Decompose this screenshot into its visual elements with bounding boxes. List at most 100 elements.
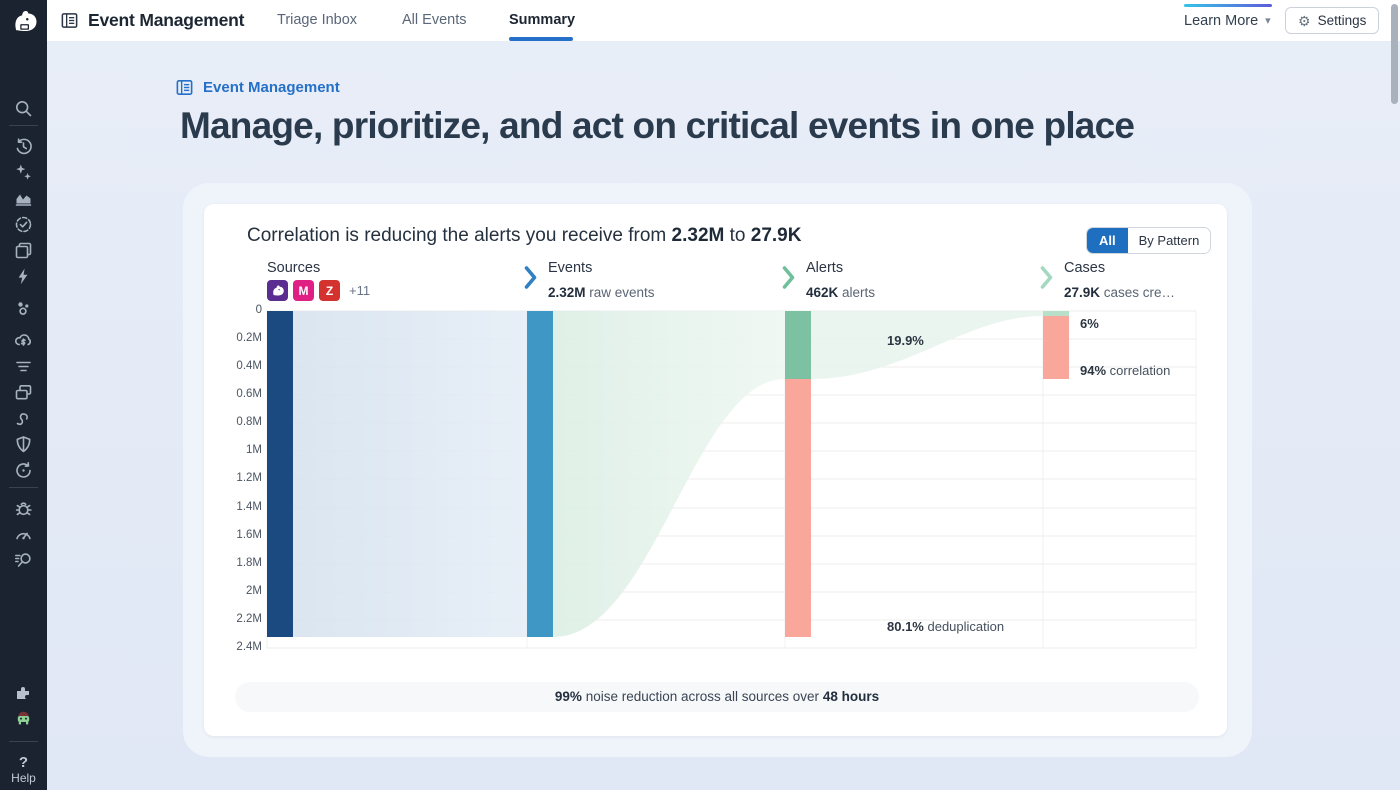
card-title: Correlation is reducing the alerts you r…	[247, 225, 801, 247]
sidebar-item-insights[interactable]	[0, 161, 47, 183]
y-axis-tick: 0.8M	[236, 416, 262, 428]
alerts-dedup-segment	[785, 379, 811, 637]
top-bar: Event Management Triage Inbox All Events…	[0, 0, 1400, 41]
flow-events-to-alerts	[553, 311, 785, 637]
sidebar-item-traces[interactable]	[0, 407, 47, 429]
learn-more-button[interactable]: Learn More ▾	[1184, 0, 1271, 41]
sidebar-item-log-search[interactable]	[0, 549, 47, 571]
column-alerts-value: 462K alerts	[806, 285, 875, 300]
app-title: Event Management	[88, 10, 245, 30]
lightning-icon	[18, 268, 28, 284]
layers-icon	[15, 242, 32, 258]
column-alerts-label: Alerts	[806, 260, 844, 276]
sidebar-item-performance[interactable]	[0, 523, 47, 545]
annotation-correlation: 94% correlation	[1080, 363, 1171, 378]
invader-icon	[17, 711, 30, 724]
column-sources-label: Sources	[267, 260, 321, 276]
view-toggle: All By Pattern	[1086, 227, 1212, 254]
alerts-suffix: alerts	[838, 285, 876, 300]
tab-triage-inbox[interactable]: Triage Inbox	[277, 12, 358, 28]
sidebar-item-slo[interactable]	[0, 213, 47, 235]
learn-more-gradient-line	[1184, 4, 1272, 7]
datadog-icon	[267, 280, 288, 301]
sidebar-item-watchdog[interactable]	[0, 297, 47, 319]
events-bar	[527, 311, 553, 637]
active-tab-underline	[509, 37, 573, 41]
column-cases-label: Cases	[1064, 260, 1106, 276]
sparkles-icon	[16, 164, 31, 180]
link-curve-icon	[16, 412, 28, 425]
noise-reduction-banner: 99% noise reduction across all sources o…	[235, 682, 1199, 712]
area-chart-icon	[15, 194, 32, 206]
form-list-icon	[176, 80, 193, 95]
chevron-right-icon	[782, 266, 795, 289]
y-axis-tick: 2.4M	[236, 641, 262, 653]
bug-icon	[15, 501, 32, 515]
sidebar-item-sync[interactable]	[0, 459, 47, 481]
card-title-mid: to	[724, 225, 751, 246]
y-axis-tick: 2.2M	[236, 613, 262, 625]
zabbix-icon: Z	[319, 280, 340, 301]
question-icon: ?	[18, 753, 29, 771]
funnel-chart	[266, 310, 1197, 649]
flow-sources-to-events	[293, 311, 527, 637]
chevron-down-icon: ▾	[1265, 15, 1271, 27]
y-axis-tick: 2M	[246, 585, 262, 597]
sources-more-count: +11	[349, 283, 371, 298]
breadcrumb[interactable]: Event Management	[175, 78, 340, 97]
y-axis-tick: 1M	[246, 444, 262, 456]
toggle-by-pattern-button[interactable]: By Pattern	[1127, 228, 1211, 253]
cases-correlated-segment	[1043, 316, 1069, 379]
sidebar-item-sessions[interactable]	[0, 381, 47, 403]
card-title-to-value: 27.9K	[750, 225, 802, 246]
tab-summary[interactable]: Summary	[509, 12, 576, 28]
sidebar-item-history[interactable]	[0, 135, 47, 157]
sidebar-item-services[interactable]	[0, 239, 47, 261]
sidebar-item-security[interactable]	[0, 433, 47, 455]
dots-cluster-icon	[18, 301, 29, 315]
sidebar-item-arcade[interactable]	[0, 707, 47, 729]
left-sidebar: ? Help	[0, 41, 47, 790]
card-title-from-value: 2.32M	[671, 225, 725, 246]
annotation-alerts-kept: 19.9%	[887, 333, 924, 348]
column-events-value: 2.32M raw events	[548, 285, 655, 300]
sidebar-divider	[9, 741, 38, 742]
noise-reduction-pct: 99%	[554, 689, 582, 704]
settings-label: Settings	[1317, 13, 1367, 28]
help-button[interactable]: ?	[0, 751, 47, 773]
sources-bar	[267, 311, 293, 637]
sidebar-item-metrics[interactable]	[0, 187, 47, 209]
card-title-text: Correlation is reducing the alerts you r…	[247, 225, 672, 246]
annotation-deduplication: 80.1% deduplication	[887, 619, 1005, 634]
gauge-icon	[16, 532, 31, 539]
cases-kept-pct: 6%	[1080, 316, 1099, 331]
help-label[interactable]: Help	[11, 771, 36, 785]
sidebar-item-cloud-cost[interactable]	[0, 329, 47, 351]
annotation-cases-kept: 6%	[1080, 316, 1099, 331]
sidebar-item-search[interactable]	[0, 97, 47, 119]
events-count: 2.32M	[548, 285, 586, 300]
settings-button[interactable]: ⚙ Settings	[1285, 7, 1380, 34]
dog-logo-icon	[14, 10, 36, 31]
sidebar-divider	[9, 125, 38, 126]
column-cases-value: 27.9K cases cre…	[1064, 285, 1175, 300]
target-check-icon	[15, 216, 32, 232]
noise-reduction-window: 48 hours	[822, 689, 880, 704]
form-list-icon	[61, 13, 78, 28]
toggle-all-button[interactable]: All	[1087, 228, 1128, 253]
alerts-count: 462K	[806, 285, 839, 300]
history-icon	[16, 137, 32, 154]
app-logo[interactable]	[0, 0, 47, 41]
sidebar-item-pipelines[interactable]	[0, 355, 47, 377]
sidebar-item-bug-tracking[interactable]	[0, 497, 47, 519]
sidebar-item-events[interactable]	[0, 265, 47, 287]
events-suffix: raw events	[585, 285, 655, 300]
chevron-right-icon	[1040, 266, 1053, 289]
vertical-scrollbar-thumb[interactable]	[1391, 4, 1398, 104]
gear-icon: ⚙	[1298, 12, 1311, 29]
appdynamics-icon: M	[293, 280, 314, 301]
tab-all-events[interactable]: All Events	[402, 12, 467, 28]
chevron-right-icon	[524, 266, 537, 289]
sidebar-item-integrations[interactable]	[0, 681, 47, 703]
cloud-cost-icon	[15, 333, 32, 346]
